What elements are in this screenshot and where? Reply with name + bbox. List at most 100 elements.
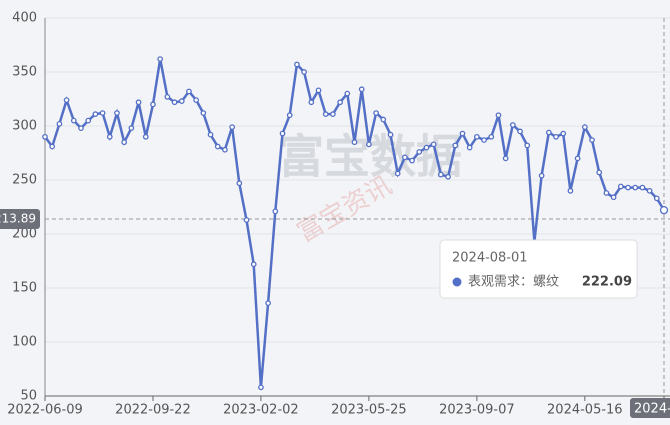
tooltip-value: 222.09 xyxy=(582,275,632,290)
y-tick-label: 300 xyxy=(12,119,37,134)
data-point xyxy=(63,97,70,103)
mark-line-label: 213.89 xyxy=(0,211,36,225)
data-point xyxy=(186,88,192,95)
x-tick-label: 2024-05-16 xyxy=(547,403,623,418)
data-point xyxy=(589,137,595,143)
axis-pointer-label-bg xyxy=(630,398,670,418)
data-point xyxy=(553,133,559,140)
x-tick-label: 2023-02-02 xyxy=(223,403,299,418)
data-point xyxy=(380,116,387,123)
data-point xyxy=(659,205,669,215)
data-point xyxy=(452,142,459,149)
data-point xyxy=(229,124,235,130)
data-point xyxy=(581,124,588,130)
data-point xyxy=(99,110,106,116)
data-point xyxy=(423,144,430,151)
data-point xyxy=(157,56,164,62)
data-point xyxy=(545,129,552,136)
data-point xyxy=(509,122,516,128)
data-point xyxy=(632,184,639,191)
y-tick-label: 100 xyxy=(12,335,37,350)
data-point xyxy=(171,99,178,106)
data-point xyxy=(315,87,322,94)
x-tick-label: 2024-08-01 xyxy=(634,402,670,417)
data-point xyxy=(574,155,581,162)
y-tick-label: 400 xyxy=(12,11,37,26)
data-point xyxy=(402,154,408,161)
x-tick-label: 2023-05-25 xyxy=(331,403,407,418)
data-point xyxy=(121,139,128,146)
data-point xyxy=(49,143,56,150)
data-point xyxy=(135,99,142,106)
data-point xyxy=(286,112,293,119)
data-point xyxy=(366,141,372,148)
tooltip-box xyxy=(439,239,638,299)
data-point xyxy=(70,117,77,124)
data-point xyxy=(502,155,509,162)
y-tick-label: 150 xyxy=(12,281,37,296)
y-tick-label: 350 xyxy=(12,65,37,80)
data-point xyxy=(150,101,156,108)
data-point xyxy=(358,86,365,93)
data-point xyxy=(646,187,653,194)
data-point xyxy=(567,187,574,194)
data-point xyxy=(466,144,473,151)
data-point xyxy=(214,143,221,150)
data-point xyxy=(301,69,307,75)
data-point xyxy=(193,97,200,103)
y-tick-label: 200 xyxy=(12,227,37,242)
data-point xyxy=(610,194,617,201)
x-tick-label: 2022-09-22 xyxy=(115,403,191,418)
data-point xyxy=(445,173,451,180)
data-point xyxy=(272,208,279,215)
data-point xyxy=(517,128,523,135)
data-point xyxy=(78,125,84,132)
data-point xyxy=(322,111,329,117)
data-point xyxy=(337,99,343,106)
data-point xyxy=(308,99,315,106)
data-point xyxy=(596,169,603,176)
data-point xyxy=(106,133,113,140)
data-point xyxy=(409,157,415,164)
data-point xyxy=(92,111,99,117)
data-point xyxy=(85,117,92,124)
data-point xyxy=(236,180,243,187)
data-point xyxy=(495,112,502,119)
data-point xyxy=(459,130,466,137)
data-point xyxy=(416,149,423,155)
data-point xyxy=(373,110,379,116)
series-line xyxy=(43,58,666,388)
data-point xyxy=(639,184,646,191)
data-point xyxy=(387,131,394,138)
data-point xyxy=(330,111,336,117)
data-point xyxy=(625,184,631,191)
data-point xyxy=(56,120,63,127)
mark-line-label-bg xyxy=(0,208,40,229)
data-point xyxy=(538,172,545,179)
data-point xyxy=(653,195,660,202)
data-point xyxy=(142,133,149,140)
data-point xyxy=(243,217,250,223)
y-tick-label: 250 xyxy=(12,173,37,188)
data-point xyxy=(394,170,401,177)
data-point xyxy=(265,300,271,306)
data-point xyxy=(524,142,531,149)
tooltip: 2024-08-01 表观需求：螺纹 222.09 xyxy=(439,239,638,299)
y-tick-label: 50 xyxy=(20,389,37,404)
data-point xyxy=(560,130,567,137)
data-point xyxy=(344,90,351,97)
x-tick-label: 2022-06-09 xyxy=(7,403,83,418)
data-point xyxy=(128,125,135,132)
data-point xyxy=(438,171,444,178)
data-point xyxy=(200,110,207,116)
x-tick-label: 2023-09-07 xyxy=(439,403,515,418)
data-point xyxy=(481,137,487,143)
data-point xyxy=(207,131,214,138)
data-point xyxy=(351,139,358,146)
data-point xyxy=(114,110,120,116)
data-point xyxy=(474,133,480,140)
data-point xyxy=(294,61,300,68)
data-point xyxy=(617,183,624,190)
data-point xyxy=(164,93,171,100)
